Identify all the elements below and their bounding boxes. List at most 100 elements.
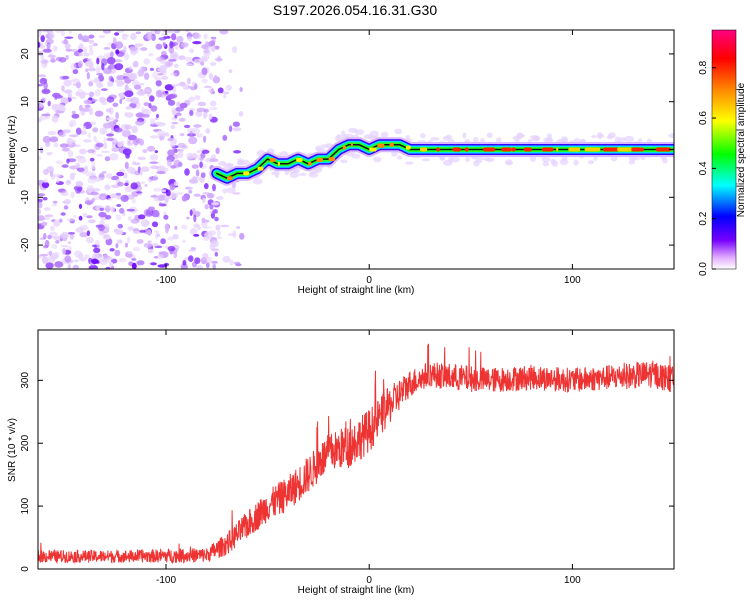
noise-blob [170,30,176,33]
track-peak [377,143,385,148]
noise-blob [61,164,69,168]
noise-blob [106,117,114,121]
noise-blob [90,79,100,83]
track-peak [350,142,353,147]
noise-blob [51,203,57,207]
noise-blob [174,148,178,153]
noise-blob [112,102,119,108]
snr-ylabel: SNR (10 * v/v) [7,418,18,482]
track-peak [296,158,303,162]
noise-blob [157,68,167,72]
noise-blob [132,60,139,68]
track-peak [342,145,347,150]
noise-blob [110,175,120,181]
noise-blob [168,59,177,62]
noise-blob [132,138,140,146]
halo-blob [541,156,551,163]
noise-blob [144,184,148,187]
noise-blob [175,54,180,61]
noise-blob [55,160,63,165]
noise-blob [167,245,176,252]
noise-blob [43,207,51,211]
colorbar-gradient [712,30,736,269]
noise-blob [42,48,52,53]
noise-blob [67,241,71,244]
noise-blob [126,105,131,110]
noise-blob [206,193,215,199]
noise-blob [99,207,105,211]
snr-x-tick-label: 100 [564,575,581,586]
noise-blob [70,191,75,199]
halo-blob [465,157,471,162]
noise-blob [217,230,221,237]
noise-blob [164,84,174,91]
noise-blob [167,94,176,99]
noise-blob [98,96,106,103]
noise-blob [204,231,213,239]
track-peak [389,142,394,147]
colorbar-tick-label: 0.0 [698,262,709,276]
track-peak [436,147,440,152]
noise-blob [130,96,140,105]
noise-blob [194,95,201,101]
noise-blob [156,171,166,175]
noise-blob [101,171,107,174]
noise-blob [103,67,112,75]
halo-blob [662,157,668,164]
noise-blob [155,43,163,50]
noise-blob [201,67,208,76]
noise-blob [161,32,165,37]
noise-blob [38,255,42,259]
noise-blob [175,192,184,195]
noise-blob [75,127,82,135]
noise-blob [99,220,105,225]
colorbar-tick-label: 0.6 [698,111,709,125]
noise-blob [191,176,201,181]
noise-blob [79,130,88,136]
noise-blob [149,154,159,161]
noise-blob [47,100,51,107]
track-peak [308,161,312,166]
noise-blob [232,127,242,132]
colorbar-tick-label: 0.2 [698,211,709,225]
halo-blob [486,132,493,138]
halo-blob [496,137,502,144]
halo-blob [529,135,540,139]
noise-blob [207,45,211,51]
noise-blob [72,83,78,86]
noise-blob [173,63,179,68]
noise-blob [199,161,203,168]
noise-blob [177,150,184,159]
noise-blob [147,34,152,41]
noise-blob [55,240,60,244]
noise-blob [77,33,83,40]
noise-blob [115,192,121,196]
noise-blob [52,92,61,98]
noise-blob [164,223,170,231]
noise-blob [127,251,133,254]
noise-blob [61,147,70,152]
noise-blob [106,137,115,142]
noise-blob [113,127,123,133]
track-peak [328,157,336,162]
halo-blob [289,171,299,179]
noise-blob [192,152,197,158]
noise-blob [138,214,146,220]
noise-blob [238,111,244,117]
noise-blob [228,125,233,132]
halo-blob [542,161,550,167]
noise-blob [87,149,95,154]
noise-blob [41,88,51,95]
noise-blob [130,32,137,41]
snr-y-tick-label: 100 [20,497,31,514]
noise-blob [169,183,175,191]
noise-blob [193,234,200,237]
halo-blob [532,137,541,142]
noise-blob [136,191,142,194]
noise-blob [49,136,59,143]
noise-blob [54,261,64,268]
noise-blob [62,129,71,134]
noise-blob [146,229,152,237]
noise-blob [176,35,184,43]
halo-blob [628,159,636,165]
